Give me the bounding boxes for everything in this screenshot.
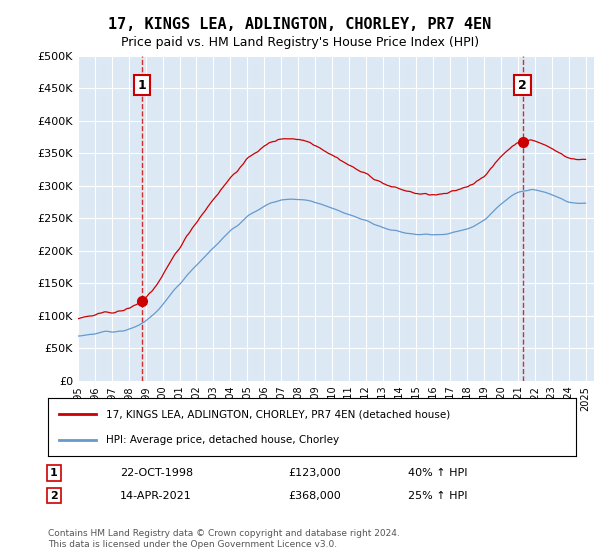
Text: 22-OCT-1998: 22-OCT-1998	[120, 468, 193, 478]
Text: 1: 1	[50, 468, 58, 478]
Text: 2: 2	[50, 491, 58, 501]
Text: 14-APR-2021: 14-APR-2021	[120, 491, 192, 501]
Text: 17, KINGS LEA, ADLINGTON, CHORLEY, PR7 4EN: 17, KINGS LEA, ADLINGTON, CHORLEY, PR7 4…	[109, 17, 491, 32]
Text: 17, KINGS LEA, ADLINGTON, CHORLEY, PR7 4EN (detached house): 17, KINGS LEA, ADLINGTON, CHORLEY, PR7 4…	[106, 409, 451, 419]
Text: HPI: Average price, detached house, Chorley: HPI: Average price, detached house, Chor…	[106, 435, 339, 445]
Text: Contains HM Land Registry data © Crown copyright and database right 2024.
This d: Contains HM Land Registry data © Crown c…	[48, 529, 400, 549]
Text: 1: 1	[138, 79, 146, 92]
Text: £368,000: £368,000	[288, 491, 341, 501]
Text: £123,000: £123,000	[288, 468, 341, 478]
Text: 40% ↑ HPI: 40% ↑ HPI	[408, 468, 467, 478]
Text: 2: 2	[518, 79, 527, 92]
Text: Price paid vs. HM Land Registry's House Price Index (HPI): Price paid vs. HM Land Registry's House …	[121, 36, 479, 49]
Text: 25% ↑ HPI: 25% ↑ HPI	[408, 491, 467, 501]
